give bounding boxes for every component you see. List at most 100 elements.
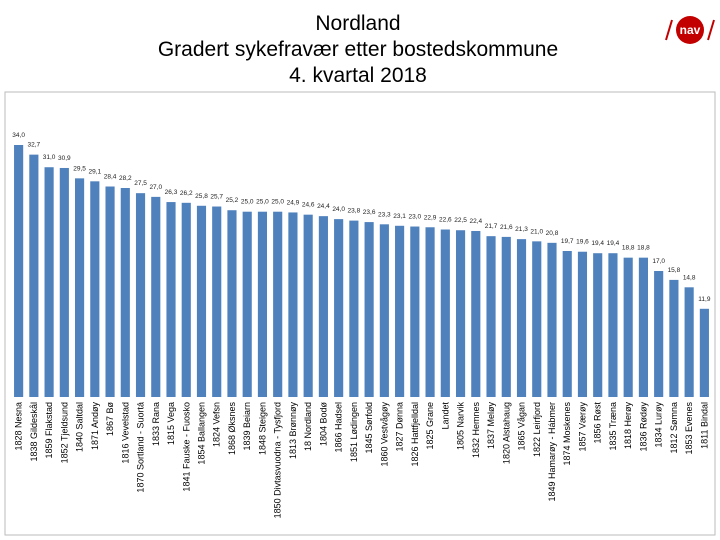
title-line: Nordland (315, 12, 400, 35)
value-label: 15,8 (668, 267, 681, 274)
value-label: 22,4 (469, 218, 482, 225)
x-tick-label: 1835 Træna (608, 402, 618, 451)
bar (44, 167, 54, 397)
x-tick-label: 1832 Hemnes (471, 402, 481, 459)
value-label: 24,4 (317, 203, 330, 210)
value-label: 23,8 (348, 208, 361, 215)
value-label: 21,7 (485, 223, 498, 230)
value-label: 18,8 (622, 245, 635, 252)
bar (516, 239, 527, 397)
bar (59, 167, 69, 397)
x-tick-label: 1805 Narvik (456, 402, 466, 451)
value-label: 25,7 (210, 194, 223, 201)
value-label: 25,0 (241, 199, 254, 206)
bar (455, 230, 466, 397)
x-tick-label: 1857 Værøy (577, 402, 587, 452)
logo: nav (665, 16, 715, 44)
value-label: 19,4 (591, 240, 604, 247)
logo-stroke (665, 19, 673, 41)
bar (440, 229, 450, 397)
x-tick-label: 1827 Dønna (395, 402, 405, 452)
bar (593, 253, 603, 397)
bar (577, 251, 588, 397)
x-tick-label: 1853 Evenes (684, 402, 694, 455)
title-line: 4. kvartal 2018 (289, 64, 427, 87)
x-tick-label: 1852 Tjeldsund (59, 402, 69, 463)
value-label: 19,6 (576, 239, 589, 246)
x-tick-label: Landet (440, 402, 450, 430)
bar (181, 202, 191, 397)
bar (379, 224, 389, 397)
x-tick-label: 1816 Vevelstad (120, 402, 130, 464)
value-label: 28,2 (119, 175, 132, 182)
value-label: 29,1 (88, 168, 101, 175)
x-tick-label: 1811 Bindal (699, 402, 709, 449)
x-tick-label: 1854 Ballangen (196, 402, 206, 465)
value-label: 22,9 (424, 214, 437, 221)
x-tick-label: 1859 Flakstad (44, 402, 54, 459)
value-label: 32,7 (28, 142, 41, 149)
x-tick-label: 1813 Brønnøy (288, 402, 298, 460)
x-tick-label: 1828 Nesna (14, 402, 24, 451)
value-label: 30,9 (58, 155, 71, 162)
x-tick-label: 18 Nordland (303, 402, 313, 451)
bar (425, 227, 435, 397)
x-tick-label: 1845 Sørfold (364, 402, 374, 454)
x-tick-label: 1833 Rana (151, 402, 161, 446)
x-tick-label: 1839 Beiarn (242, 402, 252, 451)
value-label: 22,6 (439, 216, 452, 223)
value-label: 26,2 (180, 190, 193, 197)
x-tick-label: 1804 Bodø (318, 402, 328, 447)
value-label: 26,3 (165, 189, 178, 196)
bar (654, 271, 664, 397)
value-label: 19,7 (561, 238, 574, 245)
value-label: 34,0 (12, 132, 25, 139)
bar (623, 257, 633, 397)
bar (120, 187, 130, 397)
value-label: 21,6 (500, 224, 513, 231)
logo-circle (676, 16, 704, 44)
bar (75, 178, 85, 397)
bar (684, 287, 694, 397)
bar (486, 236, 496, 397)
x-tick-label: 1841 Fauske - Fuosko (181, 402, 191, 492)
bar (501, 236, 511, 397)
bar (90, 181, 100, 397)
x-tick-label: 1866 Hadsel (334, 402, 344, 453)
logo-stroke (707, 19, 715, 41)
value-label: 23,1 (393, 213, 406, 220)
value-label: 22,5 (454, 217, 467, 224)
bar (395, 225, 405, 397)
bar (638, 257, 648, 397)
x-tick-label: 1815 Vega (166, 402, 176, 445)
x-tick-label: 1822 Leirfjord (532, 402, 542, 457)
x-tick-label: 1836 Rødøy (638, 402, 648, 452)
bar (273, 211, 283, 397)
value-label: 24,0 (332, 206, 345, 213)
x-tick-label: 1812 Sømna (669, 402, 679, 454)
bar (166, 202, 176, 397)
bar (699, 308, 709, 397)
value-label: 29,5 (73, 165, 86, 172)
bar (532, 241, 542, 397)
value-label: 28,4 (104, 174, 117, 181)
bar (135, 193, 146, 397)
bar (547, 242, 557, 397)
x-tick-label: 1840 Saltdal (75, 402, 85, 452)
value-label: 25,2 (226, 197, 239, 204)
bar (562, 250, 572, 397)
value-label: 21,0 (530, 228, 543, 235)
x-tick-label: 1870 Sortland - Suortá (136, 402, 146, 493)
value-label: 17,0 (652, 258, 665, 265)
x-tick-label: 1834 Lurøy (654, 402, 664, 448)
bar (364, 222, 374, 397)
bar (608, 253, 618, 397)
x-tick-label: 1820 Alstahaug (501, 402, 511, 464)
x-tick-label: 1848 Steigen (257, 402, 267, 455)
bar (227, 210, 237, 397)
x-tick-label: 1849 Hamarøy - Hábmer (547, 402, 557, 502)
x-tick-label: 1851 Lødingen (349, 402, 359, 462)
value-label: 23,6 (363, 209, 376, 216)
plot-frame (4, 91, 716, 536)
